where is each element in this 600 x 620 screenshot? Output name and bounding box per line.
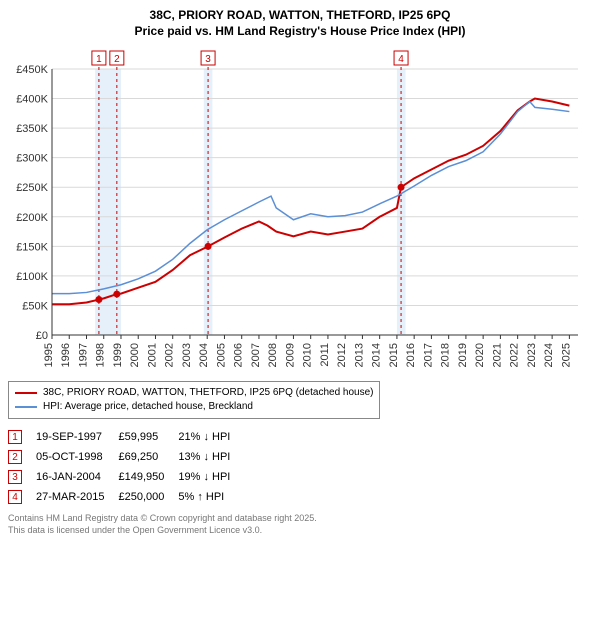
- event-date: 05-OCT-1998: [36, 447, 118, 467]
- x-tick-label: 1998: [95, 343, 107, 367]
- legend-swatch: [15, 392, 37, 394]
- x-tick-label: 2004: [198, 343, 210, 367]
- x-tick-label: 1997: [77, 343, 89, 367]
- event-marker-number: 1: [96, 54, 102, 65]
- y-tick-label: £400K: [16, 94, 48, 106]
- event-delta: 13% ↓ HPI: [178, 447, 244, 467]
- event-dot: [113, 291, 120, 298]
- y-tick-label: £350K: [16, 123, 48, 135]
- event-row-marker: 3: [8, 470, 22, 484]
- event-price: £250,000: [118, 487, 178, 507]
- legend-label: HPI: Average price, detached house, Brec…: [43, 400, 253, 414]
- x-tick-label: 2007: [250, 343, 262, 367]
- x-tick-label: 2022: [509, 343, 521, 367]
- x-tick-label: 1999: [112, 343, 124, 367]
- event-marker-number: 4: [398, 54, 404, 65]
- event-date: 27-MAR-2015: [36, 487, 118, 507]
- x-tick-label: 2012: [336, 343, 348, 367]
- footer-line-1: Contains HM Land Registry data © Crown c…: [8, 513, 592, 525]
- x-tick-label: 2010: [302, 343, 314, 367]
- table-row: 1 19-SEP-1997£59,99521% ↓ HPI: [8, 427, 244, 447]
- y-tick-label: £250K: [16, 182, 48, 194]
- x-tick-label: 2024: [543, 343, 555, 367]
- x-tick-label: 2025: [560, 343, 572, 367]
- footer-line-2: This data is licensed under the Open Gov…: [8, 525, 592, 537]
- event-row-marker: 4: [8, 490, 22, 504]
- x-tick-label: 2011: [319, 343, 331, 367]
- event-date: 16-JAN-2004: [36, 467, 118, 487]
- x-tick-label: 2005: [215, 343, 227, 367]
- event-dot: [398, 184, 405, 191]
- events-table: 1 19-SEP-1997£59,99521% ↓ HPI 2 05-OCT-1998…: [8, 427, 244, 507]
- event-delta: 5% ↑ HPI: [178, 487, 244, 507]
- title-line-2: Price paid vs. HM Land Registry's House …: [8, 24, 592, 40]
- y-tick-label: £50K: [22, 301, 48, 313]
- legend: 38C, PRIORY ROAD, WATTON, THETFORD, IP25…: [8, 381, 380, 419]
- x-tick-label: 2016: [405, 343, 417, 367]
- x-tick-label: 2013: [353, 343, 365, 367]
- y-tick-label: £200K: [16, 212, 48, 224]
- x-tick-label: 1996: [60, 343, 72, 367]
- event-dot: [95, 296, 102, 303]
- x-tick-label: 2008: [267, 343, 279, 367]
- chart-title: 38C, PRIORY ROAD, WATTON, THETFORD, IP25…: [8, 8, 592, 39]
- y-tick-label: £300K: [16, 153, 48, 165]
- event-delta: 21% ↓ HPI: [178, 427, 244, 447]
- table-row: 4 27-MAR-2015£250,0005% ↑ HPI: [8, 487, 244, 507]
- x-tick-label: 2017: [422, 343, 434, 367]
- x-tick-label: 2009: [284, 343, 296, 367]
- event-marker-number: 2: [114, 54, 120, 65]
- x-tick-label: 2018: [440, 343, 452, 367]
- x-tick-label: 2021: [491, 343, 503, 367]
- event-price: £149,950: [118, 467, 178, 487]
- x-tick-label: 2015: [388, 343, 400, 367]
- legend-row: 38C, PRIORY ROAD, WATTON, THETFORD, IP25…: [15, 386, 373, 400]
- x-tick-label: 2014: [371, 343, 383, 367]
- event-delta: 19% ↓ HPI: [178, 467, 244, 487]
- x-tick-label: 2001: [146, 343, 158, 367]
- price-chart: £0 £50K £100K £150K £200K £250K £300K £350K £400…: [8, 45, 592, 375]
- footer-attribution: Contains HM Land Registry data © Crown c…: [8, 513, 592, 536]
- x-tick-label: 2002: [164, 343, 176, 367]
- y-tick-label: £0: [36, 330, 48, 342]
- event-date: 19-SEP-1997: [36, 427, 118, 447]
- event-row-marker: 1: [8, 430, 22, 444]
- x-tick-label: 2000: [129, 343, 141, 367]
- x-tick-label: 1995: [43, 343, 55, 367]
- chart-svg: £0 £50K £100K £150K £200K £250K £300K £350K £400…: [8, 45, 588, 375]
- event-price: £59,995: [118, 427, 178, 447]
- title-line-1: 38C, PRIORY ROAD, WATTON, THETFORD, IP25…: [8, 8, 592, 24]
- event-marker-number: 3: [205, 54, 211, 65]
- x-tick-label: 2006: [233, 343, 245, 367]
- table-row: 2 05-OCT-1998£69,25013% ↓ HPI: [8, 447, 244, 467]
- x-tick-label: 2019: [457, 343, 469, 367]
- y-tick-label: £100K: [16, 271, 48, 283]
- legend-label: 38C, PRIORY ROAD, WATTON, THETFORD, IP25…: [43, 386, 373, 400]
- x-tick-label: 2020: [474, 343, 486, 367]
- y-tick-label: £450K: [16, 64, 48, 76]
- table-row: 3 16-JAN-2004£149,95019% ↓ HPI: [8, 467, 244, 487]
- event-dot: [205, 243, 212, 250]
- event-price: £69,250: [118, 447, 178, 467]
- legend-row: HPI: Average price, detached house, Brec…: [15, 400, 373, 414]
- legend-swatch: [15, 406, 37, 408]
- event-row-marker: 2: [8, 450, 22, 464]
- y-tick-label: £150K: [16, 242, 48, 254]
- x-tick-label: 2023: [526, 343, 538, 367]
- x-tick-label: 2003: [181, 343, 193, 367]
